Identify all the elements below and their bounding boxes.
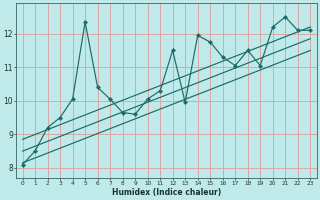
X-axis label: Humidex (Indice chaleur): Humidex (Indice chaleur) — [112, 188, 221, 197]
